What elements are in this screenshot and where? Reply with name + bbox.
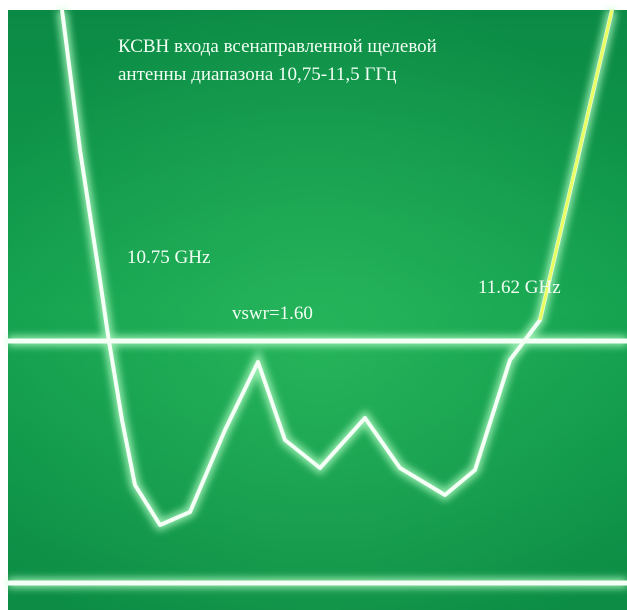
- screen-glow: [8, 10, 627, 610]
- vswr-trace: [60, 9, 614, 527]
- title-line: антенны диапазона 10,75-11,5 ГГц: [118, 64, 397, 85]
- annotation: 11.62 GHz: [478, 277, 561, 298]
- title-line: КСВН входа всенаправленной щелевой: [118, 36, 437, 57]
- traces: [8, 8, 627, 588]
- annotation: vswr=1.60: [232, 303, 313, 324]
- trace-yellow: [538, 9, 614, 321]
- annotation: 10.75 GHz: [127, 247, 210, 268]
